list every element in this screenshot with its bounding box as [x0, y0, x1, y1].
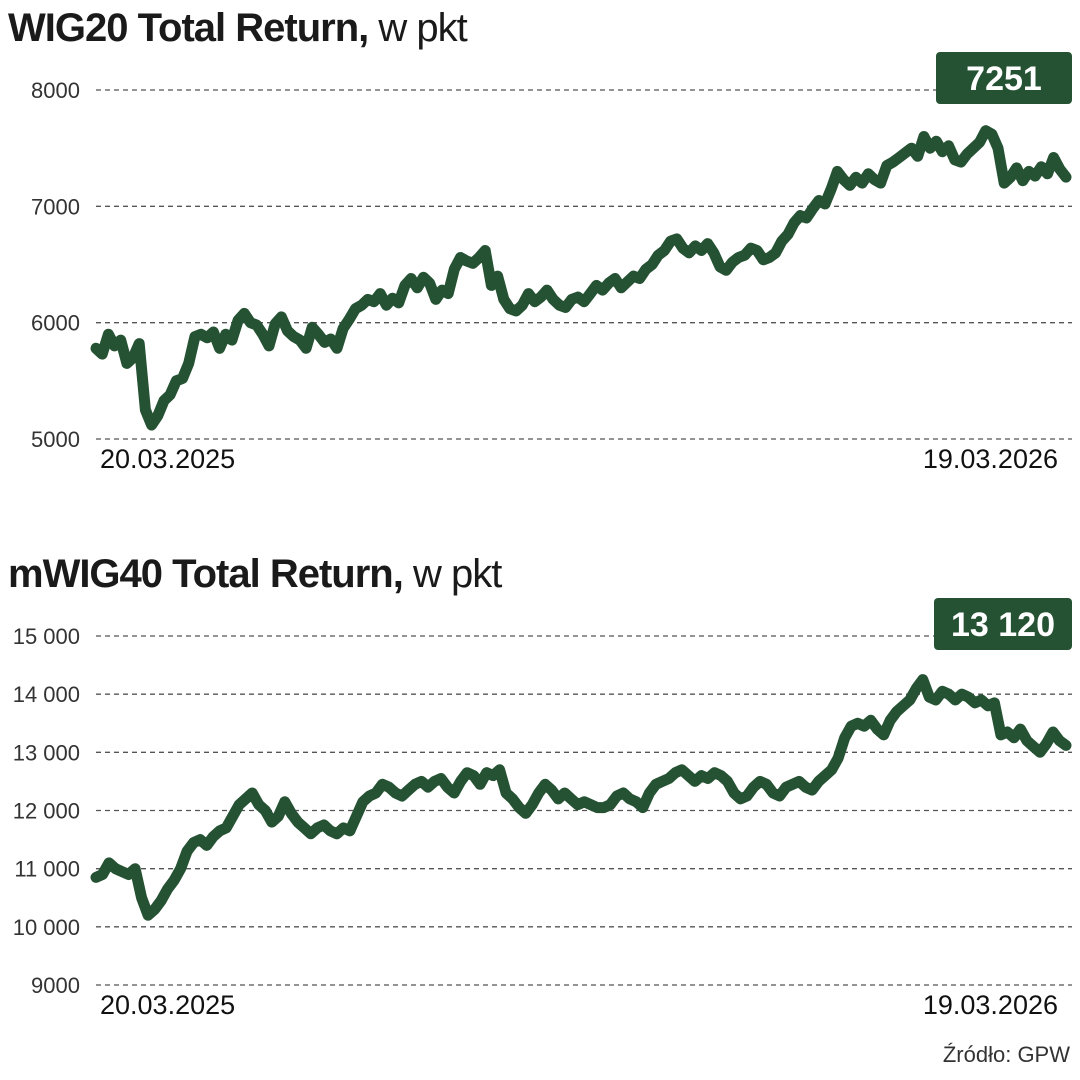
x-end-date-label: 19.03.2026: [923, 444, 1058, 474]
y-tick-label: 15 000: [13, 624, 80, 649]
series-line: [90, 125, 1072, 431]
last-value-label: 7251: [966, 60, 1042, 98]
mwig40-line-chart: 9000 10 000 11 000 12 000 13 000 14 000 15 000…: [13, 598, 1072, 1020]
chart-title-wig20: WIG20 Total Return, w pkt: [8, 6, 468, 50]
last-value-label: 13 120: [951, 606, 1055, 644]
chart-title-unit: w pkt: [412, 552, 502, 596]
y-tick-label: 9000: [31, 973, 80, 998]
x-end-date-label: 19.03.2026: [923, 990, 1058, 1020]
y-tick-label: 14 000: [13, 682, 80, 707]
y-tick-label: 7000: [31, 194, 80, 219]
y-tick-label: 12 000: [13, 799, 80, 824]
chart-title-main: WIG20 Total Return,: [8, 6, 369, 50]
chart-title-mwig40: mWIG40 Total Return, w pkt: [8, 552, 502, 596]
series-line: [90, 674, 1072, 921]
last-value-badge: [934, 598, 1072, 650]
y-tick-label: 10 000: [13, 915, 80, 940]
x-start-date-label: 20.03.2025: [100, 990, 235, 1020]
chart-title-main: mWIG40 Total Return,: [8, 552, 404, 596]
last-value-badge: [936, 52, 1072, 104]
y-tick-label: 11 000: [14, 857, 80, 882]
wig20-line-chart: 5000 6000 7000 8000 20.03.2025 19.03.2026 7251: [31, 52, 1072, 474]
y-tick-label: 5000: [31, 427, 80, 452]
y-tick-label: 13 000: [13, 740, 80, 765]
y-tick-label: 6000: [31, 311, 80, 336]
source-note: Źródło: GPW: [942, 1042, 1070, 1067]
y-tick-label: 8000: [31, 78, 80, 103]
x-start-date-label: 20.03.2025: [100, 444, 235, 474]
chart-title-unit: w pkt: [378, 6, 467, 50]
